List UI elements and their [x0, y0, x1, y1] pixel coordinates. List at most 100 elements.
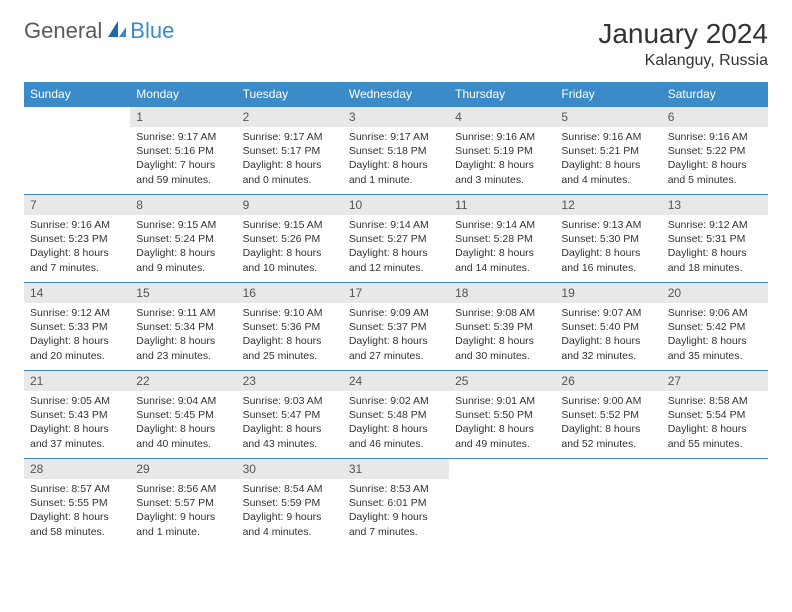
daylight-text: Daylight: 8 hours and 10 minutes. — [243, 246, 337, 274]
sunset-text: Sunset: 5:57 PM — [136, 496, 230, 510]
daylight-text: Daylight: 8 hours and 14 minutes. — [455, 246, 549, 274]
calendar-cell: 8Sunrise: 9:15 AMSunset: 5:24 PMDaylight… — [130, 195, 236, 283]
calendar-table: Sunday Monday Tuesday Wednesday Thursday… — [24, 82, 768, 547]
day-number: 31 — [343, 459, 449, 479]
day-number: 30 — [237, 459, 343, 479]
sunset-text: Sunset: 5:26 PM — [243, 232, 337, 246]
day-number: 18 — [449, 283, 555, 303]
weekday-sunday: Sunday — [24, 82, 130, 107]
calendar-cell: 4Sunrise: 9:16 AMSunset: 5:19 PMDaylight… — [449, 107, 555, 195]
calendar-cell: 13Sunrise: 9:12 AMSunset: 5:31 PMDayligh… — [662, 195, 768, 283]
daylight-text: Daylight: 9 hours and 4 minutes. — [243, 510, 337, 538]
daylight-text: Daylight: 8 hours and 55 minutes. — [668, 422, 762, 450]
weekday-saturday: Saturday — [662, 82, 768, 107]
day-number: 10 — [343, 195, 449, 215]
day-body: Sunrise: 9:12 AMSunset: 5:31 PMDaylight:… — [662, 215, 768, 281]
sunrise-text: Sunrise: 9:03 AM — [243, 394, 337, 408]
calendar-cell: 21Sunrise: 9:05 AMSunset: 5:43 PMDayligh… — [24, 371, 130, 459]
weekday-monday: Monday — [130, 82, 236, 107]
calendar-cell — [662, 459, 768, 547]
day-body: Sunrise: 9:08 AMSunset: 5:39 PMDaylight:… — [449, 303, 555, 369]
day-number: 13 — [662, 195, 768, 215]
sunrise-text: Sunrise: 9:01 AM — [455, 394, 549, 408]
sunrise-text: Sunrise: 9:14 AM — [455, 218, 549, 232]
sunrise-text: Sunrise: 9:15 AM — [243, 218, 337, 232]
calendar-cell: 12Sunrise: 9:13 AMSunset: 5:30 PMDayligh… — [555, 195, 661, 283]
daylight-text: Daylight: 8 hours and 12 minutes. — [349, 246, 443, 274]
calendar-cell: 6Sunrise: 9:16 AMSunset: 5:22 PMDaylight… — [662, 107, 768, 195]
day-number: 24 — [343, 371, 449, 391]
calendar-cell: 29Sunrise: 8:56 AMSunset: 5:57 PMDayligh… — [130, 459, 236, 547]
calendar-cell: 28Sunrise: 8:57 AMSunset: 5:55 PMDayligh… — [24, 459, 130, 547]
day-body: Sunrise: 9:13 AMSunset: 5:30 PMDaylight:… — [555, 215, 661, 281]
calendar-cell: 3Sunrise: 9:17 AMSunset: 5:18 PMDaylight… — [343, 107, 449, 195]
sunset-text: Sunset: 5:24 PM — [136, 232, 230, 246]
sunset-text: Sunset: 5:42 PM — [668, 320, 762, 334]
daylight-text: Daylight: 8 hours and 0 minutes. — [243, 158, 337, 186]
weekday-wednesday: Wednesday — [343, 82, 449, 107]
day-number: 5 — [555, 107, 661, 127]
day-body: Sunrise: 9:17 AMSunset: 5:17 PMDaylight:… — [237, 127, 343, 193]
daylight-text: Daylight: 8 hours and 5 minutes. — [668, 158, 762, 186]
calendar-cell: 19Sunrise: 9:07 AMSunset: 5:40 PMDayligh… — [555, 283, 661, 371]
sunset-text: Sunset: 5:40 PM — [561, 320, 655, 334]
header: General Blue January 2024 Kalanguy, Russ… — [24, 18, 768, 70]
calendar-cell: 22Sunrise: 9:04 AMSunset: 5:45 PMDayligh… — [130, 371, 236, 459]
day-body: Sunrise: 9:10 AMSunset: 5:36 PMDaylight:… — [237, 303, 343, 369]
calendar-cell: 14Sunrise: 9:12 AMSunset: 5:33 PMDayligh… — [24, 283, 130, 371]
sunset-text: Sunset: 5:47 PM — [243, 408, 337, 422]
day-number: 2 — [237, 107, 343, 127]
logo-text-general: General — [24, 18, 102, 44]
weekday-tuesday: Tuesday — [237, 82, 343, 107]
sunrise-text: Sunrise: 9:00 AM — [561, 394, 655, 408]
sunrise-text: Sunrise: 9:05 AM — [30, 394, 124, 408]
day-body: Sunrise: 9:15 AMSunset: 5:26 PMDaylight:… — [237, 215, 343, 281]
day-body: Sunrise: 9:05 AMSunset: 5:43 PMDaylight:… — [24, 391, 130, 457]
sunrise-text: Sunrise: 9:14 AM — [349, 218, 443, 232]
day-number: 7 — [24, 195, 130, 215]
day-body: Sunrise: 9:14 AMSunset: 5:27 PMDaylight:… — [343, 215, 449, 281]
day-body: Sunrise: 9:09 AMSunset: 5:37 PMDaylight:… — [343, 303, 449, 369]
day-number: 16 — [237, 283, 343, 303]
calendar-row: 14Sunrise: 9:12 AMSunset: 5:33 PMDayligh… — [24, 283, 768, 371]
sunrise-text: Sunrise: 8:56 AM — [136, 482, 230, 496]
sunrise-text: Sunrise: 8:57 AM — [30, 482, 124, 496]
calendar-cell: 11Sunrise: 9:14 AMSunset: 5:28 PMDayligh… — [449, 195, 555, 283]
sunset-text: Sunset: 5:37 PM — [349, 320, 443, 334]
day-body: Sunrise: 9:01 AMSunset: 5:50 PMDaylight:… — [449, 391, 555, 457]
sunrise-text: Sunrise: 9:16 AM — [668, 130, 762, 144]
sunrise-text: Sunrise: 9:07 AM — [561, 306, 655, 320]
calendar-cell — [555, 459, 661, 547]
sunrise-text: Sunrise: 9:06 AM — [668, 306, 762, 320]
sunrise-text: Sunrise: 9:17 AM — [243, 130, 337, 144]
month-title: January 2024 — [598, 18, 768, 50]
calendar-cell: 16Sunrise: 9:10 AMSunset: 5:36 PMDayligh… — [237, 283, 343, 371]
daylight-text: Daylight: 8 hours and 40 minutes. — [136, 422, 230, 450]
sunset-text: Sunset: 5:45 PM — [136, 408, 230, 422]
sunrise-text: Sunrise: 9:02 AM — [349, 394, 443, 408]
day-body: Sunrise: 9:17 AMSunset: 5:18 PMDaylight:… — [343, 127, 449, 193]
day-body: Sunrise: 9:12 AMSunset: 5:33 PMDaylight:… — [24, 303, 130, 369]
day-number: 19 — [555, 283, 661, 303]
day-number: 28 — [24, 459, 130, 479]
sunrise-text: Sunrise: 9:12 AM — [668, 218, 762, 232]
day-body: Sunrise: 9:16 AMSunset: 5:21 PMDaylight:… — [555, 127, 661, 193]
calendar-cell: 10Sunrise: 9:14 AMSunset: 5:27 PMDayligh… — [343, 195, 449, 283]
daylight-text: Daylight: 8 hours and 46 minutes. — [349, 422, 443, 450]
sunset-text: Sunset: 5:17 PM — [243, 144, 337, 158]
calendar-cell: 24Sunrise: 9:02 AMSunset: 5:48 PMDayligh… — [343, 371, 449, 459]
calendar-cell: 5Sunrise: 9:16 AMSunset: 5:21 PMDaylight… — [555, 107, 661, 195]
day-number: 11 — [449, 195, 555, 215]
sunrise-text: Sunrise: 9:04 AM — [136, 394, 230, 408]
calendar-cell: 18Sunrise: 9:08 AMSunset: 5:39 PMDayligh… — [449, 283, 555, 371]
daylight-text: Daylight: 9 hours and 7 minutes. — [349, 510, 443, 538]
day-number: 20 — [662, 283, 768, 303]
calendar-cell: 15Sunrise: 9:11 AMSunset: 5:34 PMDayligh… — [130, 283, 236, 371]
daylight-text: Daylight: 8 hours and 37 minutes. — [30, 422, 124, 450]
day-body: Sunrise: 9:16 AMSunset: 5:22 PMDaylight:… — [662, 127, 768, 193]
daylight-text: Daylight: 8 hours and 7 minutes. — [30, 246, 124, 274]
sunset-text: Sunset: 5:23 PM — [30, 232, 124, 246]
daylight-text: Daylight: 8 hours and 23 minutes. — [136, 334, 230, 362]
sunset-text: Sunset: 5:52 PM — [561, 408, 655, 422]
calendar-cell — [449, 459, 555, 547]
